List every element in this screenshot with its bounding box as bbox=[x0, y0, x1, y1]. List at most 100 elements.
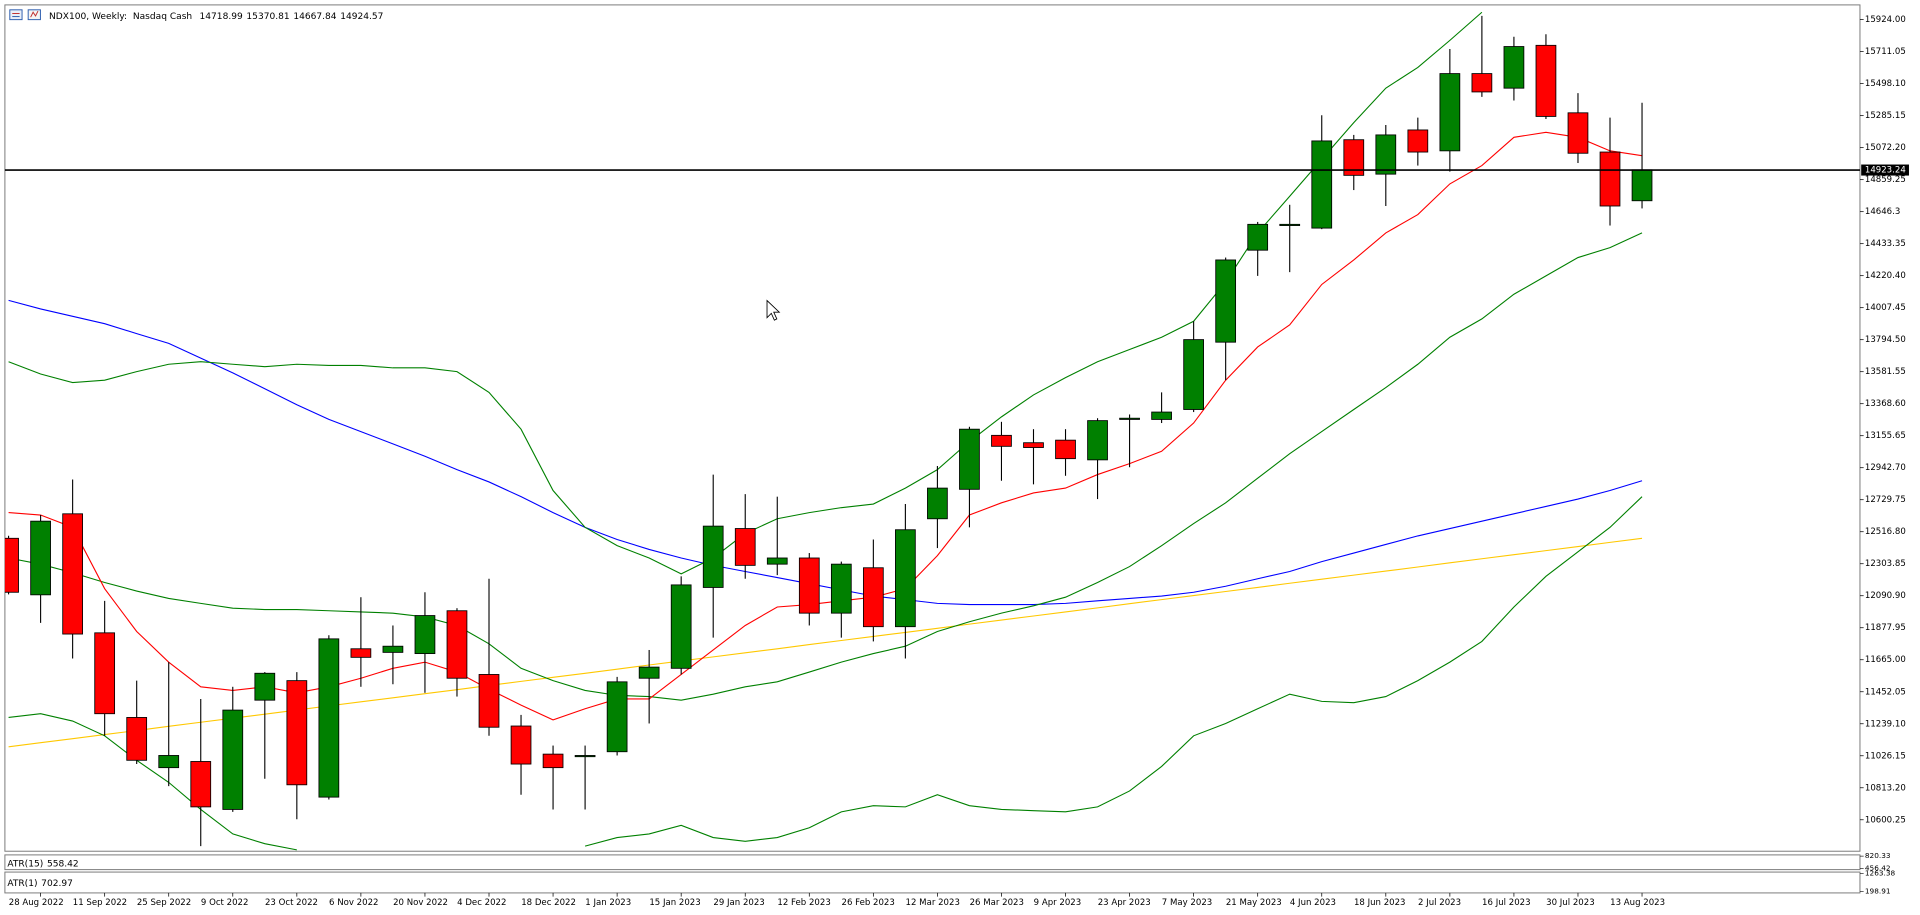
candle-body bbox=[734, 528, 756, 566]
y-tick-label: 14433.35 bbox=[1865, 239, 1906, 249]
y-tick-label: 11877.95 bbox=[1865, 623, 1906, 633]
candle-body bbox=[959, 428, 980, 490]
x-tick-label: 18 Dec 2022 bbox=[521, 898, 576, 908]
y-tick-label: 11239.10 bbox=[1865, 719, 1906, 729]
y-tick-label: 13794.50 bbox=[1865, 335, 1906, 345]
y-tick-label: 12090.90 bbox=[1865, 591, 1906, 601]
y-tick-label: 12942.70 bbox=[1865, 463, 1906, 473]
y-tick-label: 15072.20 bbox=[1865, 143, 1906, 153]
candle-body bbox=[1247, 223, 1269, 251]
price-tag bbox=[1861, 164, 1909, 176]
y-tick-label: 820.33 bbox=[1865, 851, 1891, 860]
candle-body bbox=[286, 680, 308, 786]
y-tick-label: 198.91 bbox=[1865, 887, 1891, 896]
indicator-panel bbox=[4, 871, 1861, 894]
y-tick-label: 12729.75 bbox=[1865, 495, 1906, 505]
y-tick-label: 14007.45 bbox=[1865, 303, 1906, 313]
x-tick-label: 28 Aug 2022 bbox=[9, 898, 64, 908]
candle-body bbox=[478, 674, 500, 728]
x-tick-label: 12 Feb 2023 bbox=[777, 898, 830, 908]
y-tick-label: 1263.38 bbox=[1865, 868, 1896, 877]
candle-body bbox=[1471, 73, 1493, 93]
x-tick-label: 13 Aug 2023 bbox=[1610, 898, 1665, 908]
x-tick-label: 9 Apr 2023 bbox=[1034, 898, 1082, 908]
x-tick-label: 7 May 2023 bbox=[1162, 898, 1212, 908]
y-tick-label: 13581.55 bbox=[1865, 367, 1906, 377]
y-tick-label: 13368.60 bbox=[1865, 399, 1906, 409]
candle-body bbox=[1215, 259, 1237, 343]
candle-body bbox=[414, 615, 436, 655]
x-tick-label: 26 Feb 2023 bbox=[841, 898, 894, 908]
header-low: 14667.84 bbox=[293, 11, 336, 21]
y-tick-label: 10813.20 bbox=[1865, 783, 1906, 793]
x-tick-label: 30 Jul 2023 bbox=[1546, 898, 1595, 908]
candle-body bbox=[862, 567, 884, 628]
mouse-cursor bbox=[766, 299, 781, 321]
candle-body bbox=[30, 520, 51, 596]
y-tick-label: 14220.40 bbox=[1865, 271, 1906, 281]
indicator-label: ATR(1) bbox=[7, 879, 37, 889]
icon-detail bbox=[30, 10, 39, 18]
y-tick-label: 15285.15 bbox=[1865, 111, 1906, 121]
y-tick-label: 15924.00 bbox=[1865, 15, 1906, 25]
header-close: 14924.57 bbox=[340, 11, 383, 21]
x-tick-label: 4 Dec 2022 bbox=[457, 898, 506, 908]
candle-body bbox=[1439, 73, 1461, 152]
candle-body bbox=[895, 529, 916, 628]
y-tick-label: 14859.25 bbox=[1865, 175, 1906, 185]
indicator-line bbox=[8, 496, 1643, 851]
candle-body bbox=[1279, 223, 1301, 226]
candle-body bbox=[1407, 129, 1429, 153]
candle-body bbox=[1599, 151, 1621, 207]
icon[interactable] bbox=[9, 9, 23, 21]
y-tick-label: 15498.10 bbox=[1865, 79, 1906, 89]
candle-body bbox=[1183, 339, 1204, 410]
candle-body bbox=[1311, 140, 1333, 229]
candle-body bbox=[638, 666, 660, 679]
candle-body bbox=[190, 761, 212, 808]
x-tick-label: 23 Oct 2022 bbox=[265, 898, 318, 908]
x-tick-label: 23 Apr 2023 bbox=[1098, 898, 1151, 908]
candle-body bbox=[574, 755, 596, 758]
y-tick-label: 15711.05 bbox=[1865, 47, 1906, 57]
x-tick-label: 18 Jun 2023 bbox=[1354, 898, 1406, 908]
x-tick-label: 26 Mar 2023 bbox=[970, 898, 1024, 908]
y-tick-label: 11452.05 bbox=[1865, 687, 1906, 697]
candle-body bbox=[606, 681, 628, 753]
candle-body bbox=[1055, 439, 1076, 460]
candle-body bbox=[350, 648, 372, 658]
candle-body bbox=[1375, 134, 1397, 175]
candle-body bbox=[510, 725, 532, 765]
candle-body bbox=[254, 672, 276, 701]
candle-body bbox=[542, 753, 564, 769]
y-tick-label: 12303.85 bbox=[1865, 559, 1906, 569]
candle-body bbox=[927, 487, 948, 520]
x-tick-label: 2 Jul 2023 bbox=[1418, 898, 1461, 908]
candle-body bbox=[62, 513, 83, 635]
indicator-line bbox=[8, 299, 1643, 606]
x-tick-label: 6 Nov 2022 bbox=[329, 898, 378, 908]
indicator-panel bbox=[4, 854, 1861, 871]
candle-body bbox=[1567, 112, 1589, 154]
indicator-value: 558.42 bbox=[47, 859, 79, 869]
x-tick-label: 9 Oct 2022 bbox=[201, 898, 249, 908]
indicator-line bbox=[8, 232, 1643, 701]
candle-body bbox=[1119, 417, 1140, 420]
candle-body bbox=[94, 632, 116, 715]
header-high: 15370.81 bbox=[246, 11, 289, 21]
x-tick-label: 25 Sep 2022 bbox=[137, 898, 191, 908]
x-tick-label: 4 Jun 2023 bbox=[1290, 898, 1336, 908]
indicator-value: 702.97 bbox=[41, 879, 73, 889]
candle-body bbox=[1343, 139, 1365, 176]
x-tick-label: 1 Jan 2023 bbox=[585, 898, 631, 908]
y-tick-label: 13155.65 bbox=[1865, 431, 1906, 441]
candle-body bbox=[798, 557, 820, 614]
x-tick-label: 16 Jul 2023 bbox=[1482, 898, 1531, 908]
candle-body bbox=[318, 638, 340, 798]
candle-body bbox=[222, 709, 244, 810]
header-open: 14718.99 bbox=[200, 11, 243, 21]
y-tick-label: 11665.00 bbox=[1865, 655, 1906, 665]
candle-body bbox=[126, 717, 148, 761]
candle-body bbox=[702, 525, 724, 588]
